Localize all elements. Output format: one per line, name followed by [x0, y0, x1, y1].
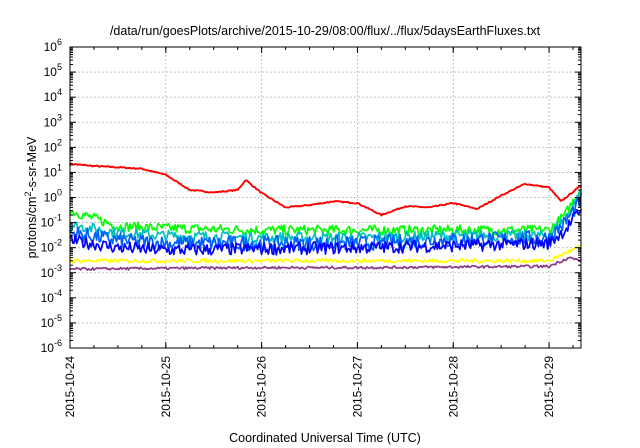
grid-layer	[70, 46, 581, 349]
y-tick-label: 106	[44, 37, 62, 54]
y-tick-exponent: -5	[54, 313, 62, 323]
y-tick-base: 10	[41, 316, 55, 330]
y-tick-exponent: 4	[57, 87, 62, 97]
y-tick-exponent: -2	[54, 238, 62, 248]
x-axis-label: Coordinated Universal Time (UTC)	[229, 431, 421, 445]
x-tick-label: 2015-10-24	[63, 356, 77, 418]
y-tick-exponent: -3	[54, 263, 62, 273]
y-tick-base: 10	[44, 40, 58, 54]
y-tick-label: 10-1	[41, 213, 62, 230]
y-axis-label-sup: 2	[23, 192, 33, 197]
y-tick-exponent: -1	[54, 213, 62, 223]
axis-layer: 10-610-510-410-310-210-11001011021031041…	[41, 37, 581, 417]
y-tick-label: 100	[44, 188, 62, 205]
y-axis-label: protons/cm2-s-sr-MeV	[23, 136, 39, 258]
y-tick-base: 10	[44, 140, 58, 154]
flux-series-line	[69, 208, 582, 256]
y-tick-exponent: -4	[54, 288, 62, 298]
y-tick-exponent: 2	[57, 137, 62, 147]
y-tick-label: 105	[44, 62, 62, 79]
x-tick-label: 2015-10-26	[255, 356, 269, 418]
x-tick-label: 2015-10-25	[159, 356, 173, 418]
series-layer	[69, 162, 582, 271]
y-axis-label-prefix: protons/cm	[25, 197, 39, 259]
y-tick-exponent: -6	[54, 338, 62, 348]
y-tick-label: 10-3	[41, 263, 62, 280]
flux-series-line	[69, 189, 582, 244]
y-tick-base: 10	[44, 191, 58, 205]
x-tick-label: 2015-10-28	[446, 356, 460, 418]
y-tick-exponent: 0	[57, 188, 62, 198]
y-tick-exponent: 5	[57, 62, 62, 72]
y-tick-label: 101	[44, 162, 62, 179]
y-tick-exponent: 1	[57, 162, 62, 172]
y-axis-label-suffix: -s-sr-MeV	[25, 136, 39, 192]
y-tick-label: 10-4	[41, 288, 62, 305]
flux-series-line	[69, 256, 582, 271]
y-tick-base: 10	[44, 115, 58, 129]
x-tick-label: 2015-10-29	[542, 356, 556, 418]
flux-series-line	[69, 188, 582, 236]
y-tick-base: 10	[44, 90, 58, 104]
y-tick-base: 10	[41, 341, 55, 355]
y-tick-base: 10	[44, 65, 58, 79]
y-tick-label: 10-2	[41, 238, 62, 255]
y-tick-base: 10	[41, 216, 55, 230]
y-tick-exponent: 3	[57, 112, 62, 122]
y-tick-base: 10	[41, 241, 55, 255]
flux-series-line	[69, 162, 582, 217]
y-tick-exponent: 6	[57, 37, 62, 47]
x-tick-label: 2015-10-27	[350, 356, 364, 418]
y-tick-label: 102	[44, 137, 62, 154]
y-tick-base: 10	[44, 165, 58, 179]
flux-series-line	[69, 244, 582, 264]
y-tick-label: 10-6	[41, 338, 62, 355]
chart-title: /data/run/goesPlots/archive/2015-10-29/0…	[110, 24, 541, 38]
y-tick-label: 104	[44, 87, 62, 104]
y-tick-base: 10	[41, 291, 55, 305]
y-tick-base: 10	[41, 266, 55, 280]
flux-series-line	[69, 192, 582, 252]
y-tick-label: 103	[44, 112, 62, 129]
y-tick-label: 10-5	[41, 313, 62, 330]
